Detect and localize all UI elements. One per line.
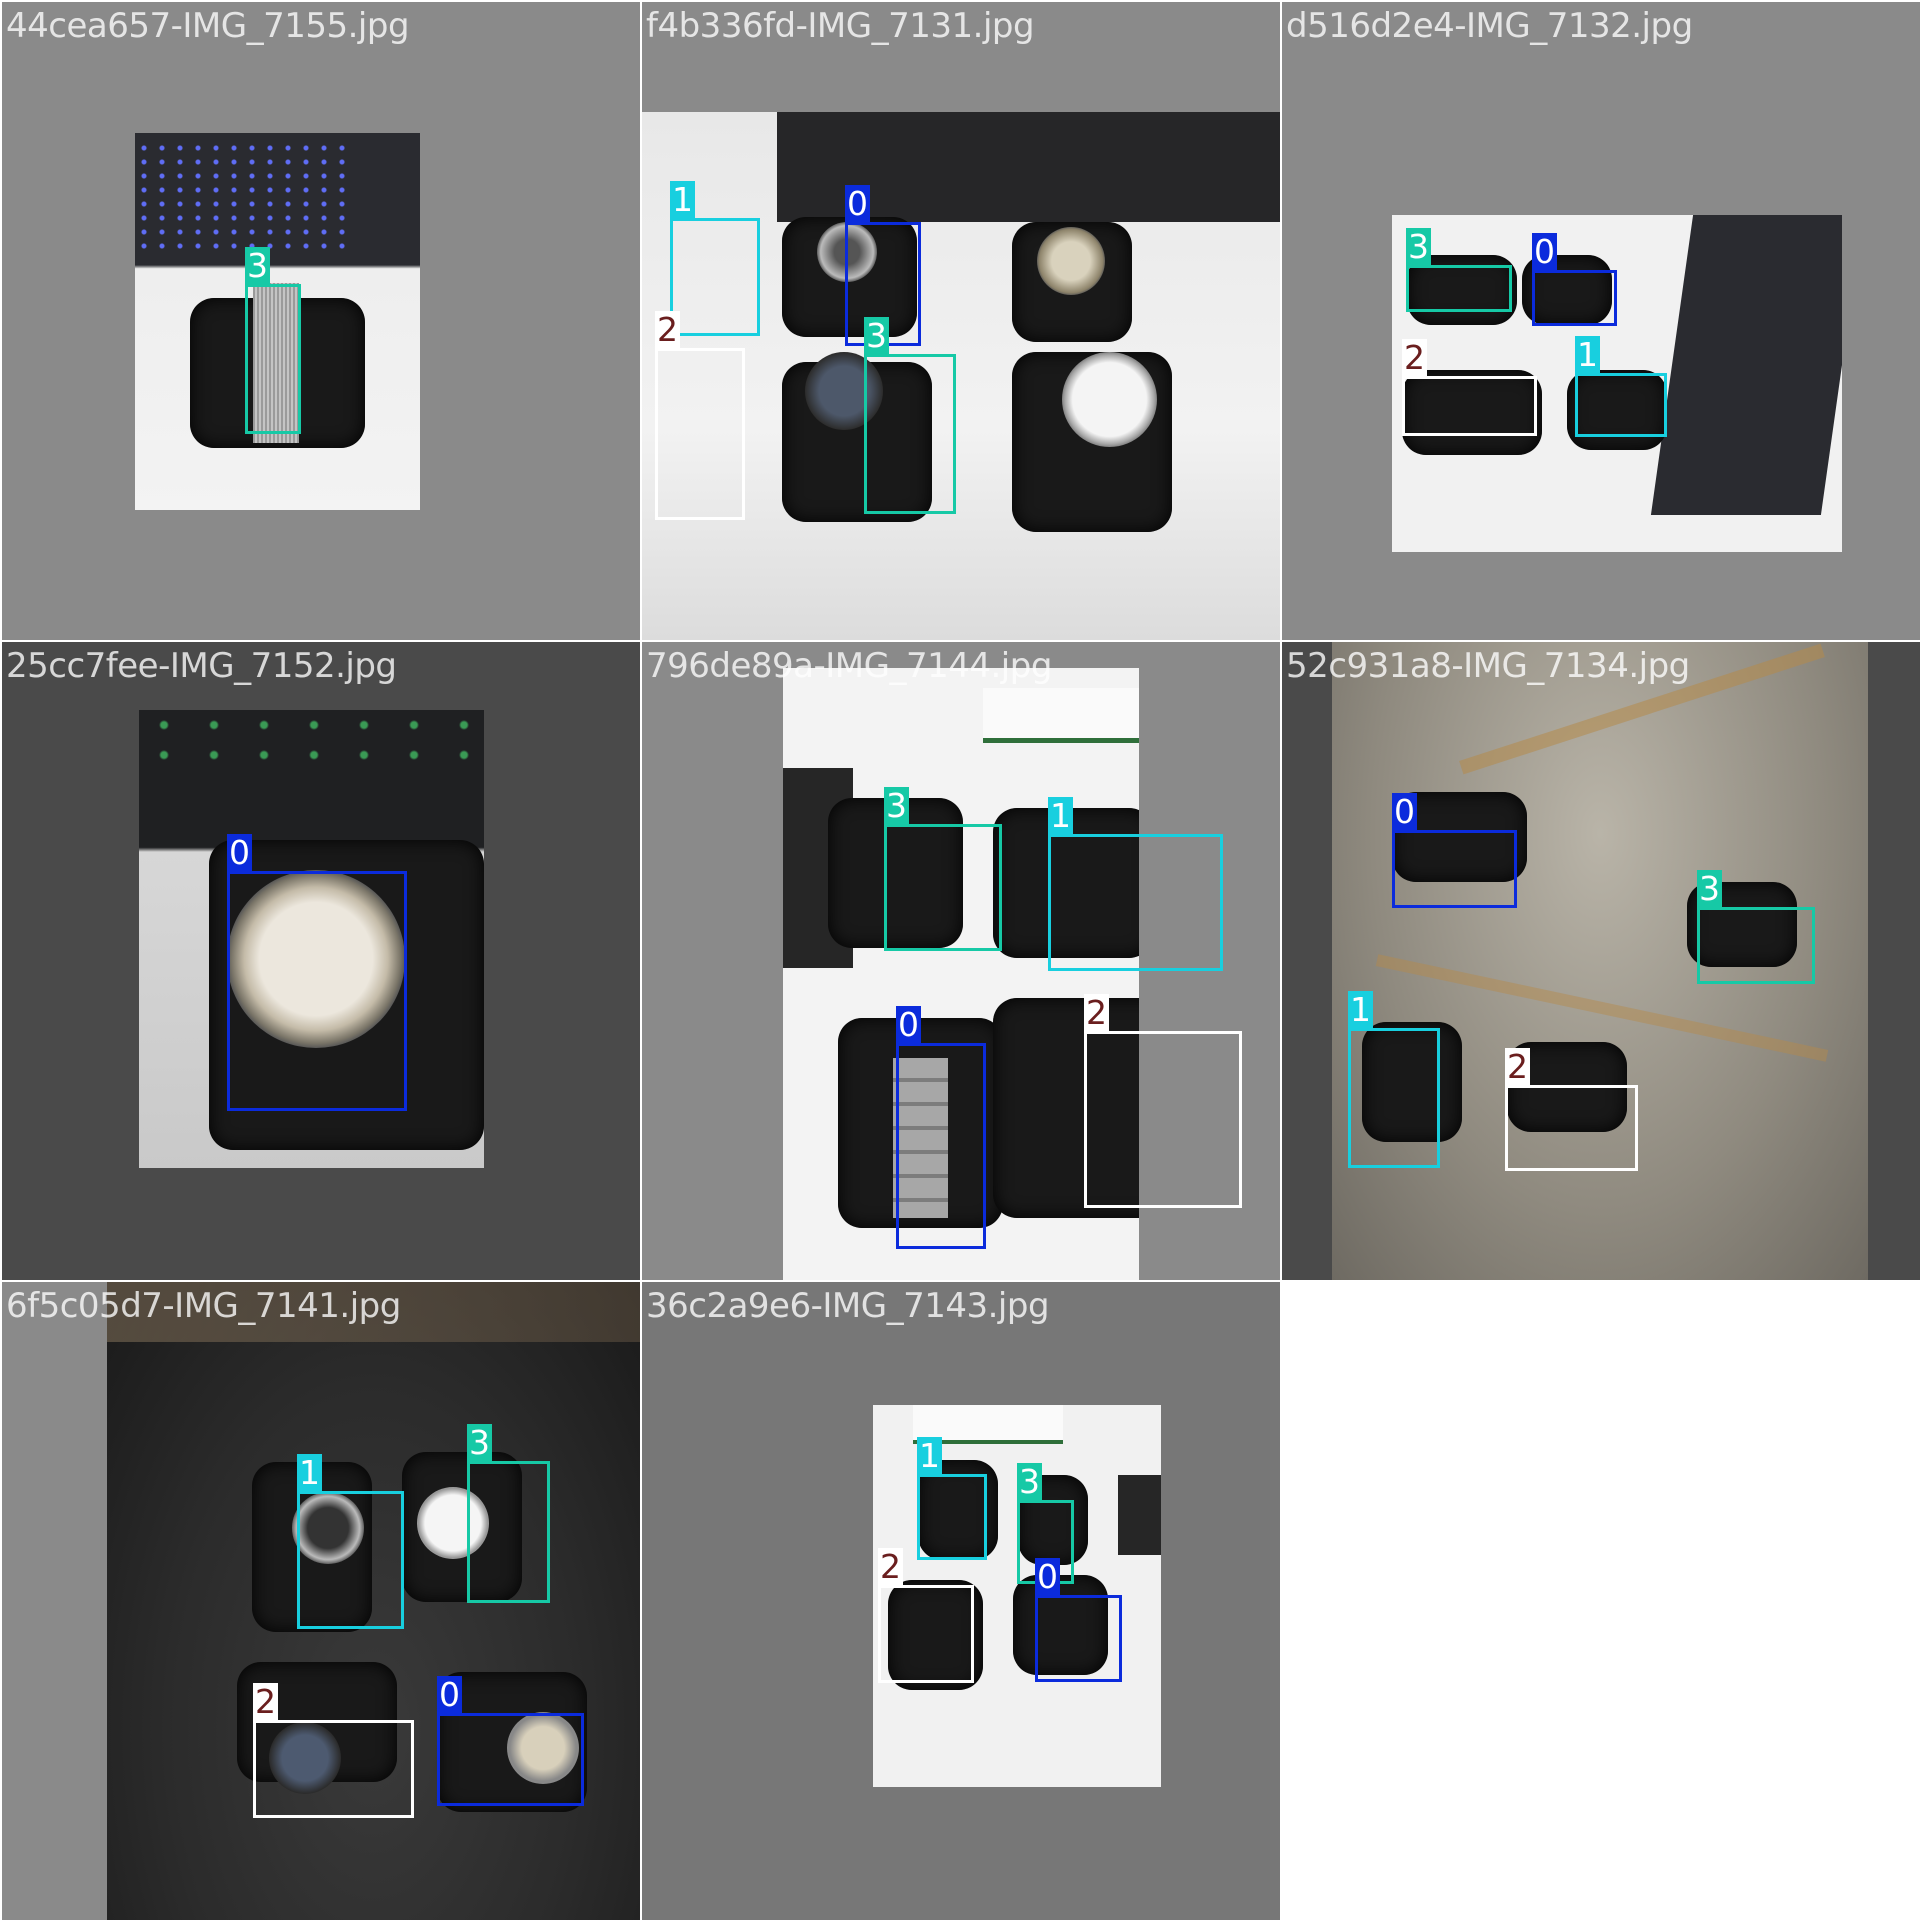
bbox bbox=[1402, 376, 1537, 436]
tile-3: 0 25cc7fee-IMG_7152.jpg bbox=[2, 642, 640, 1280]
filename-label: 796de89a-IMG_7144.jpg bbox=[646, 644, 1052, 688]
bbox-label: 0 bbox=[845, 185, 870, 222]
filename-label: 6f5c05d7-IMG_7141.jpg bbox=[6, 1284, 401, 1328]
bbox bbox=[884, 824, 1002, 951]
bbox bbox=[437, 1713, 584, 1806]
bbox bbox=[1084, 1031, 1242, 1208]
filename-label: 52c931a8-IMG_7134.jpg bbox=[1286, 644, 1690, 688]
bbox-label: 0 bbox=[1035, 1558, 1060, 1595]
bbox-label: 1 bbox=[1048, 797, 1073, 834]
bbox bbox=[1392, 830, 1517, 908]
bbox bbox=[655, 348, 745, 520]
bbox-label: 3 bbox=[1697, 870, 1722, 907]
bbox-label: 1 bbox=[1575, 336, 1600, 373]
filename-label: 44cea657-IMG_7155.jpg bbox=[6, 4, 409, 48]
bbox bbox=[917, 1474, 987, 1560]
bbox bbox=[297, 1491, 404, 1629]
bbox bbox=[1505, 1085, 1638, 1171]
bbox bbox=[1697, 907, 1815, 984]
bbox-label: 2 bbox=[1402, 339, 1427, 376]
bbox bbox=[864, 354, 956, 514]
bbox bbox=[878, 1585, 974, 1683]
tile-6: 1 3 2 0 6f5c05d7-IMG_7141.jpg bbox=[2, 1282, 640, 1920]
keyboard-image bbox=[135, 141, 350, 251]
bbox bbox=[245, 284, 301, 434]
bbox bbox=[227, 871, 407, 1111]
bbox-label: 1 bbox=[1348, 991, 1373, 1028]
tile-1: 1 0 2 3 f4b336fd-IMG_7131.jpg bbox=[642, 2, 1280, 640]
bbox-label: 1 bbox=[297, 1454, 322, 1491]
bbox-label: 3 bbox=[864, 317, 889, 354]
bbox bbox=[1532, 270, 1617, 326]
bbox-label: 2 bbox=[878, 1548, 903, 1585]
bbox-label: 3 bbox=[884, 787, 909, 824]
bbox-label: 3 bbox=[1017, 1463, 1042, 1500]
bbox bbox=[1035, 1595, 1122, 1682]
bbox-label: 3 bbox=[245, 247, 270, 284]
filename-label: 25cc7fee-IMG_7152.jpg bbox=[6, 644, 397, 688]
bbox-label: 2 bbox=[253, 1683, 278, 1720]
bbox bbox=[670, 218, 760, 336]
tile-5: 0 3 1 2 52c931a8-IMG_7134.jpg bbox=[1282, 642, 1920, 1280]
bbox bbox=[1048, 834, 1223, 971]
bbox-label: 2 bbox=[1505, 1048, 1530, 1085]
bbox-label: 2 bbox=[1084, 994, 1109, 1031]
watch-image bbox=[1062, 352, 1157, 447]
tile-4: 3 1 0 2 796de89a-IMG_7144.jpg bbox=[642, 642, 1280, 1280]
keyboard-image bbox=[139, 710, 484, 780]
bbox-label: 1 bbox=[670, 181, 695, 218]
bbox-label: 0 bbox=[896, 1006, 921, 1043]
filename-label: 36c2a9e6-IMG_7143.jpg bbox=[646, 1284, 1049, 1328]
bbox bbox=[1575, 373, 1667, 437]
bbox bbox=[253, 1720, 414, 1818]
tile-0: 3 44cea657-IMG_7155.jpg bbox=[2, 2, 640, 640]
bbox-label: 0 bbox=[1532, 233, 1557, 270]
bbox-label: 3 bbox=[467, 1424, 492, 1461]
empty-tile bbox=[1282, 1282, 1920, 1920]
laptop-image bbox=[1651, 215, 1842, 515]
bbox bbox=[1406, 265, 1512, 312]
bbox bbox=[467, 1461, 550, 1603]
tile-2: 3 0 2 1 d516d2e4-IMG_7132.jpg bbox=[1282, 2, 1920, 640]
bbox-label: 0 bbox=[227, 834, 252, 871]
bbox bbox=[896, 1043, 986, 1249]
filename-label: d516d2e4-IMG_7132.jpg bbox=[1286, 4, 1693, 48]
bbox-label: 0 bbox=[1392, 793, 1417, 830]
tile-7: 1 3 2 0 36c2a9e6-IMG_7143.jpg bbox=[642, 1282, 1280, 1920]
watch-image bbox=[1037, 227, 1105, 295]
notebook-image bbox=[983, 688, 1139, 743]
bbox-label: 1 bbox=[917, 1437, 942, 1474]
laptop-image bbox=[1118, 1475, 1161, 1555]
bbox bbox=[1348, 1028, 1440, 1168]
bbox-label: 3 bbox=[1406, 228, 1431, 265]
filename-label: f4b336fd-IMG_7131.jpg bbox=[646, 4, 1034, 48]
bbox-label: 2 bbox=[655, 311, 680, 348]
bbox-label: 0 bbox=[437, 1676, 462, 1713]
